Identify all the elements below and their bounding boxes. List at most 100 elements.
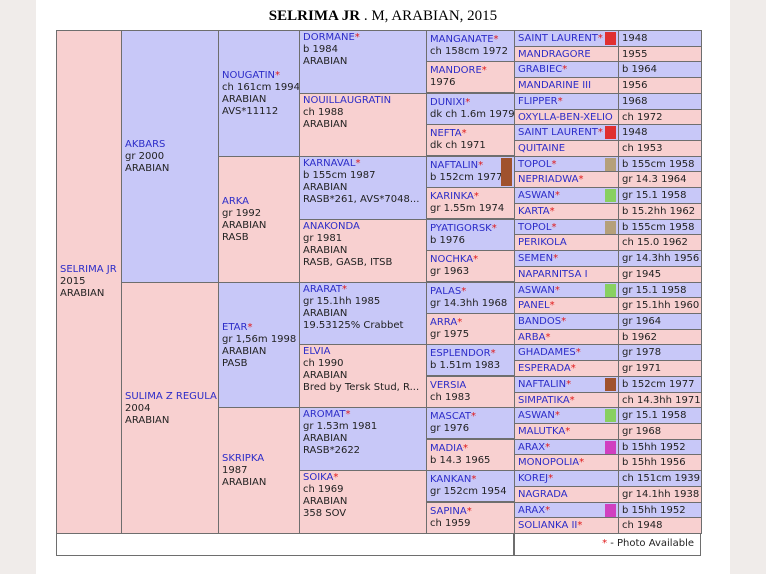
pedigree-cell-gen5[interactable]: ASWAN* bbox=[514, 187, 619, 204]
pedigree-cell-gen4[interactable]: NAFTALIN* b 152cm 1977 bbox=[426, 156, 515, 188]
horse-name[interactable]: PERIKOLA bbox=[518, 237, 567, 248]
horse-name[interactable]: ARAX bbox=[518, 505, 546, 516]
pedigree-cell-gen3[interactable]: DORMANE* b 1984 ARABIAN bbox=[299, 30, 427, 94]
pedigree-cell-gen4[interactable]: MASCAT* gr 1976 bbox=[426, 407, 515, 439]
pedigree-cell-gen5[interactable]: SEMEN* bbox=[514, 250, 619, 267]
pedigree-cell-gen3[interactable]: ELVIA ch 1990 ARABIAN Bred by Tersk Stud, R… bbox=[299, 344, 427, 408]
pedigree-cell-gen4[interactable]: MANGANATE* ch 158cm 1972 bbox=[426, 30, 515, 62]
horse-name[interactable]: SKRIPKA bbox=[222, 452, 265, 464]
horse-name[interactable]: NAGRADA bbox=[518, 489, 568, 500]
horse-name[interactable]: KARNAVAL bbox=[303, 158, 356, 169]
pedigree-cell-gen4[interactable]: ARRA* gr 1975 bbox=[426, 313, 515, 345]
pedigree-cell-gen2[interactable]: NOUGATIN* ch 161cm 1994 ARABIAN AVS*11112 bbox=[218, 30, 300, 157]
horse-name[interactable]: ARKA bbox=[222, 195, 250, 207]
pedigree-cell-gen5[interactable]: GHADAMES* bbox=[514, 344, 619, 361]
horse-name[interactable]: MANDARINE III bbox=[518, 80, 592, 91]
horse-name[interactable]: MASCAT bbox=[430, 411, 471, 422]
pedigree-cell-gen0[interactable]: SELRIMA JR 2015 ARABIAN bbox=[56, 30, 122, 534]
pedigree-cell-gen4[interactable]: NEFTA* dk ch 1971 bbox=[426, 124, 515, 156]
pedigree-cell-gen5[interactable]: KARTA* bbox=[514, 203, 619, 220]
pedigree-cell-gen4[interactable]: ESPLENDOR* b 1.51m 1983 bbox=[426, 344, 515, 376]
horse-name[interactable]: ASWAN bbox=[518, 285, 555, 296]
horse-name[interactable]: KARINKA bbox=[430, 191, 474, 202]
horse-name[interactable]: ASWAN bbox=[518, 190, 555, 201]
horse-name[interactable]: ELVIA bbox=[303, 346, 331, 357]
pedigree-cell-gen4[interactable]: KANKAN* gr 152cm 1954 bbox=[426, 470, 515, 502]
horse-name[interactable]: ASWAN bbox=[518, 410, 555, 421]
horse-name[interactable]: SOIKA bbox=[303, 472, 334, 483]
horse-name[interactable]: NOUGATIN bbox=[222, 69, 276, 81]
pedigree-cell-gen5[interactable]: GRABIEC* bbox=[514, 61, 619, 78]
horse-name[interactable]: FLIPPER bbox=[518, 96, 558, 107]
horse-name[interactable]: SOLIANKA II bbox=[518, 520, 578, 531]
horse-name[interactable]: SEMEN bbox=[518, 253, 554, 264]
horse-name[interactable]: ARBA bbox=[518, 332, 546, 343]
horse-name[interactable]: NAFTALIN bbox=[430, 160, 479, 171]
horse-name[interactable]: AKBARS bbox=[125, 138, 166, 150]
pedigree-cell-gen5[interactable]: MONOPOLIA* bbox=[514, 454, 619, 471]
pedigree-cell-gen1[interactable]: AKBARS gr 2000 ARABIAN bbox=[121, 30, 219, 283]
pedigree-cell-gen5[interactable]: MANDARINE III bbox=[514, 77, 619, 94]
pedigree-cell-gen2[interactable]: SKRIPKA 1987 ARABIAN bbox=[218, 407, 300, 534]
horse-name[interactable]: NEPRIADWA bbox=[518, 174, 579, 185]
horse-name[interactable]: SAPINA bbox=[430, 506, 467, 517]
pedigree-cell-gen5[interactable]: ESPERADA* bbox=[514, 360, 619, 377]
horse-name[interactable]: GRABIEC bbox=[518, 64, 563, 75]
pedigree-cell-gen5[interactable]: SAINT LAURENT* bbox=[514, 30, 619, 47]
horse-name[interactable]: QUITAINE bbox=[518, 143, 566, 154]
horse-name[interactable]: NOCHKA bbox=[430, 254, 474, 265]
horse-name[interactable]: MANDORE bbox=[430, 65, 482, 76]
pedigree-cell-gen5[interactable]: MALUTKA* bbox=[514, 423, 619, 440]
pedigree-cell-gen3[interactable]: ARARAT* gr 15.1hh 1985 ARABIAN 19.53125% Cr… bbox=[299, 282, 427, 346]
pedigree-cell-gen4[interactable]: MADIA* b 14.3 1965 bbox=[426, 439, 515, 471]
pedigree-cell-gen5[interactable]: FLIPPER* bbox=[514, 93, 619, 110]
horse-name[interactable]: GHADAMES bbox=[518, 347, 576, 358]
pedigree-cell-gen2[interactable]: ARKA gr 1992 ARABIAN RASB bbox=[218, 156, 300, 283]
pedigree-cell-gen4[interactable]: MANDORE* 1976 bbox=[426, 61, 515, 93]
horse-name[interactable]: VERSIA bbox=[430, 380, 467, 391]
pedigree-cell-gen5[interactable]: NAPARNITSA I bbox=[514, 266, 619, 283]
horse-name[interactable]: PYATIGORSK bbox=[430, 223, 492, 234]
horse-name[interactable]: AROMAT bbox=[303, 409, 346, 420]
horse-name[interactable]: KOREJ bbox=[518, 473, 549, 484]
pedigree-cell-gen4[interactable]: KARINKA* gr 1.55m 1974 bbox=[426, 187, 515, 219]
pedigree-cell-gen5[interactable]: QUITAINE bbox=[514, 140, 619, 157]
horse-name[interactable]: MADIA bbox=[430, 443, 463, 454]
horse-name[interactable]: PALAS bbox=[430, 286, 462, 297]
horse-name[interactable]: SIMPATIKA bbox=[518, 395, 570, 406]
horse-name[interactable]: SELRIMA JR bbox=[60, 264, 117, 275]
pedigree-cell-gen4[interactable]: DUNIXI* dk ch 1.6m 1979 bbox=[426, 93, 515, 125]
horse-name[interactable]: MANGANATE bbox=[430, 34, 494, 45]
horse-name[interactable]: DUNIXI bbox=[430, 97, 466, 108]
pedigree-cell-gen3[interactable]: SOIKA* ch 1969 ARABIAN 358 SOV bbox=[299, 470, 427, 534]
pedigree-cell-gen5[interactable]: SAINT LAURENT* bbox=[514, 124, 619, 141]
horse-name[interactable]: SAINT LAURENT bbox=[518, 127, 598, 138]
horse-name[interactable]: MANDRAGORE bbox=[518, 49, 591, 60]
horse-name[interactable]: MALUTKA bbox=[518, 426, 566, 437]
pedigree-cell-gen5[interactable]: PERIKOLA bbox=[514, 234, 619, 251]
horse-name[interactable]: TOPOL bbox=[518, 222, 552, 233]
horse-name[interactable]: ARAX bbox=[518, 442, 546, 453]
horse-name[interactable]: NEFTA bbox=[430, 128, 462, 139]
horse-name[interactable]: OXYLLA-BEN-XELIO bbox=[518, 112, 613, 123]
pedigree-cell-gen1[interactable]: SULIMA Z REGULA 2004 ARABIAN bbox=[121, 282, 219, 535]
horse-name[interactable]: MONOPOLIA bbox=[518, 457, 580, 468]
pedigree-cell-gen5[interactable]: ASWAN* bbox=[514, 407, 619, 424]
pedigree-cell-gen5[interactable]: NEPRIADWA* bbox=[514, 171, 619, 188]
pedigree-cell-gen3[interactable]: KARNAVAL* b 155cm 1987 ARABIAN RASB*261, AV… bbox=[299, 156, 427, 220]
horse-name[interactable]: NAFTALIN bbox=[518, 379, 567, 390]
pedigree-cell-gen3[interactable]: NOUILLAUGRATIN ch 1988 ARABIAN bbox=[299, 93, 427, 157]
pedigree-cell-gen4[interactable]: PYATIGORSK* b 1976 bbox=[426, 219, 515, 251]
horse-name[interactable]: KARTA bbox=[518, 206, 550, 217]
pedigree-cell-gen3[interactable]: AROMAT* gr 1.53m 1981 ARABIAN RASB*2622 bbox=[299, 407, 427, 471]
horse-name[interactable]: ESPERADA bbox=[518, 363, 571, 374]
pedigree-cell-gen5[interactable]: BANDOS* bbox=[514, 313, 619, 330]
pedigree-cell-gen5[interactable]: PANEL* bbox=[514, 297, 619, 314]
horse-name[interactable]: ARRA bbox=[430, 317, 458, 328]
pedigree-cell-gen4[interactable]: VERSIA ch 1983 bbox=[426, 376, 515, 408]
horse-name[interactable]: ARARAT bbox=[303, 284, 342, 295]
pedigree-cell-gen4[interactable]: PALAS* gr 14.3hh 1968 bbox=[426, 282, 515, 314]
horse-name[interactable]: NOUILLAUGRATIN bbox=[303, 95, 392, 106]
pedigree-cell-gen5[interactable]: NAFTALIN* bbox=[514, 376, 619, 393]
horse-name[interactable]: ANAKONDA bbox=[303, 221, 360, 232]
